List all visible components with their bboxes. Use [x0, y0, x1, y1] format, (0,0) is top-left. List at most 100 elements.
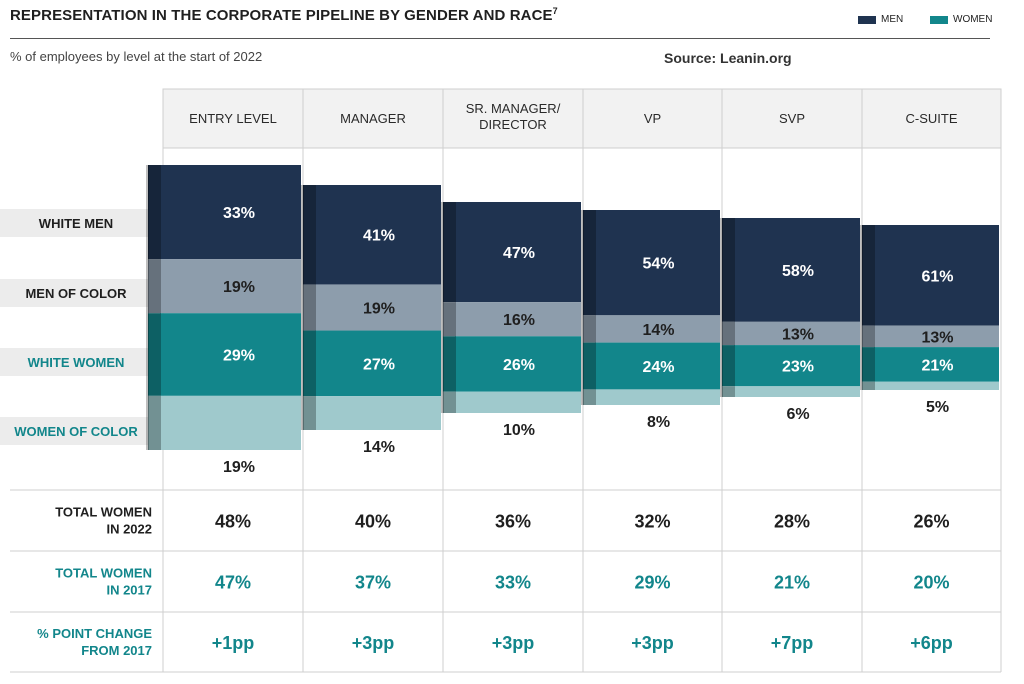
series-label-tab — [0, 417, 163, 445]
summary-value: +3pp — [352, 633, 395, 653]
bar-segment — [734, 386, 860, 397]
summary-value: 20% — [913, 573, 949, 593]
data-label: 5% — [926, 399, 949, 416]
data-label: 13% — [782, 326, 814, 343]
bar-segment — [455, 302, 581, 337]
bar-segment — [595, 315, 720, 343]
bar-edge — [301, 185, 304, 430]
bar-segment-side — [303, 284, 316, 331]
bar-segment-side — [862, 381, 875, 390]
title-footnote: 7 — [552, 6, 558, 16]
summary-row-label: TOTAL WOMEN IN 2022 — [55, 505, 152, 537]
column-header: ENTRY LEVEL — [189, 111, 277, 126]
legend-men-label: MEN — [881, 14, 904, 25]
bar-edge — [441, 202, 444, 413]
legend-women: WOMEN — [930, 14, 992, 25]
bar-segment-side — [722, 321, 735, 346]
bar-segment-side — [148, 395, 161, 450]
data-label: 19% — [363, 301, 395, 318]
data-label: 14% — [363, 439, 395, 456]
bar-segment-side — [303, 330, 316, 397]
data-label: 19% — [223, 279, 255, 296]
series-label: WHITE WOMEN — [28, 355, 125, 370]
bar-segment — [160, 313, 301, 396]
bar-segment — [874, 325, 999, 348]
summary-value: +3pp — [492, 633, 535, 653]
chart-subtitle: % of employees by level at the start of … — [10, 49, 263, 64]
pipeline-column: 33% 19% 29% 19% — [146, 165, 301, 476]
summary-value: 29% — [634, 573, 670, 593]
bar-segment-side — [862, 325, 875, 348]
bar-segment-side — [303, 396, 316, 430]
summary-value: +3pp — [631, 633, 674, 653]
data-label: 33% — [223, 205, 255, 222]
column-header: SR. MANAGER/DIRECTOR — [466, 101, 561, 132]
summary-value: +6pp — [910, 633, 953, 653]
title-divider — [10, 38, 990, 39]
summary-value: 40% — [355, 512, 391, 532]
pipeline-column: 54% 14% 24% 8% — [581, 210, 720, 431]
bar-segment-side — [443, 391, 456, 413]
data-label: 47% — [503, 245, 535, 262]
bar-segment-side — [583, 342, 596, 390]
series-label: MEN OF COLOR — [25, 286, 127, 301]
summary-value: 36% — [495, 512, 531, 532]
data-label: 29% — [223, 348, 255, 365]
series-label: WHITE MEN — [39, 216, 113, 231]
bar-edge — [720, 218, 723, 397]
summary-value: 26% — [913, 512, 949, 532]
summary-value: 33% — [495, 573, 531, 593]
bar-segment-side — [148, 313, 161, 396]
bar-segment — [874, 225, 999, 326]
data-label: 8% — [647, 414, 670, 431]
column-header: SVP — [779, 111, 805, 126]
bar-segment — [874, 347, 999, 382]
data-label: 13% — [921, 329, 953, 346]
bar-segment — [734, 345, 860, 387]
bar-segment — [874, 381, 999, 390]
data-label: 10% — [503, 422, 535, 439]
bar-segment — [455, 336, 581, 392]
legend-men-swatch — [858, 15, 876, 24]
summary-row-label: TOTAL WOMEN IN 2017 — [55, 566, 152, 598]
summary-value: +1pp — [212, 633, 255, 653]
data-label: 19% — [223, 459, 255, 476]
data-label: 23% — [782, 359, 814, 376]
data-label: 6% — [786, 406, 809, 423]
column-header: MANAGER — [340, 111, 406, 126]
summary-value: 32% — [634, 512, 670, 532]
chart-title: REPRESENTATION IN THE CORPORATE PIPELINE… — [10, 6, 558, 24]
bar-segment — [160, 259, 301, 314]
legend-women-swatch — [930, 15, 948, 24]
bar-segment — [315, 396, 441, 430]
data-label: 27% — [363, 356, 395, 373]
bar-segment — [455, 202, 581, 303]
bar-segment-side — [583, 210, 596, 316]
summary-value: 47% — [215, 573, 251, 593]
bar-segment-side — [148, 165, 161, 260]
pipeline-column: 61% 13% 21% 5% — [860, 225, 999, 416]
bar-segment — [315, 330, 441, 397]
bar-segment-side — [862, 347, 875, 382]
column-header: C-SUITE — [906, 111, 958, 126]
bar-segment — [160, 165, 301, 260]
pipeline-column: 58% 13% 23% 6% — [720, 218, 860, 423]
data-label: 58% — [782, 263, 814, 280]
bar-edge — [860, 225, 863, 390]
data-label: 26% — [503, 357, 535, 374]
bar-segment-side — [583, 315, 596, 343]
summary-value: 21% — [774, 573, 810, 593]
pipeline-column: 41% 19% 27% 14% — [301, 185, 441, 456]
bar-segment-side — [443, 302, 456, 337]
series-label-tab — [0, 348, 163, 376]
bar-segment — [595, 342, 720, 390]
bar-segment-side — [443, 336, 456, 392]
table-header-bg — [162, 88, 1002, 149]
bar-segment — [734, 218, 860, 322]
data-label: 21% — [921, 357, 953, 374]
series-label-tab — [0, 279, 163, 307]
bar-segment — [734, 321, 860, 346]
column-header: VP — [644, 111, 661, 126]
series-label-tab — [0, 209, 163, 237]
